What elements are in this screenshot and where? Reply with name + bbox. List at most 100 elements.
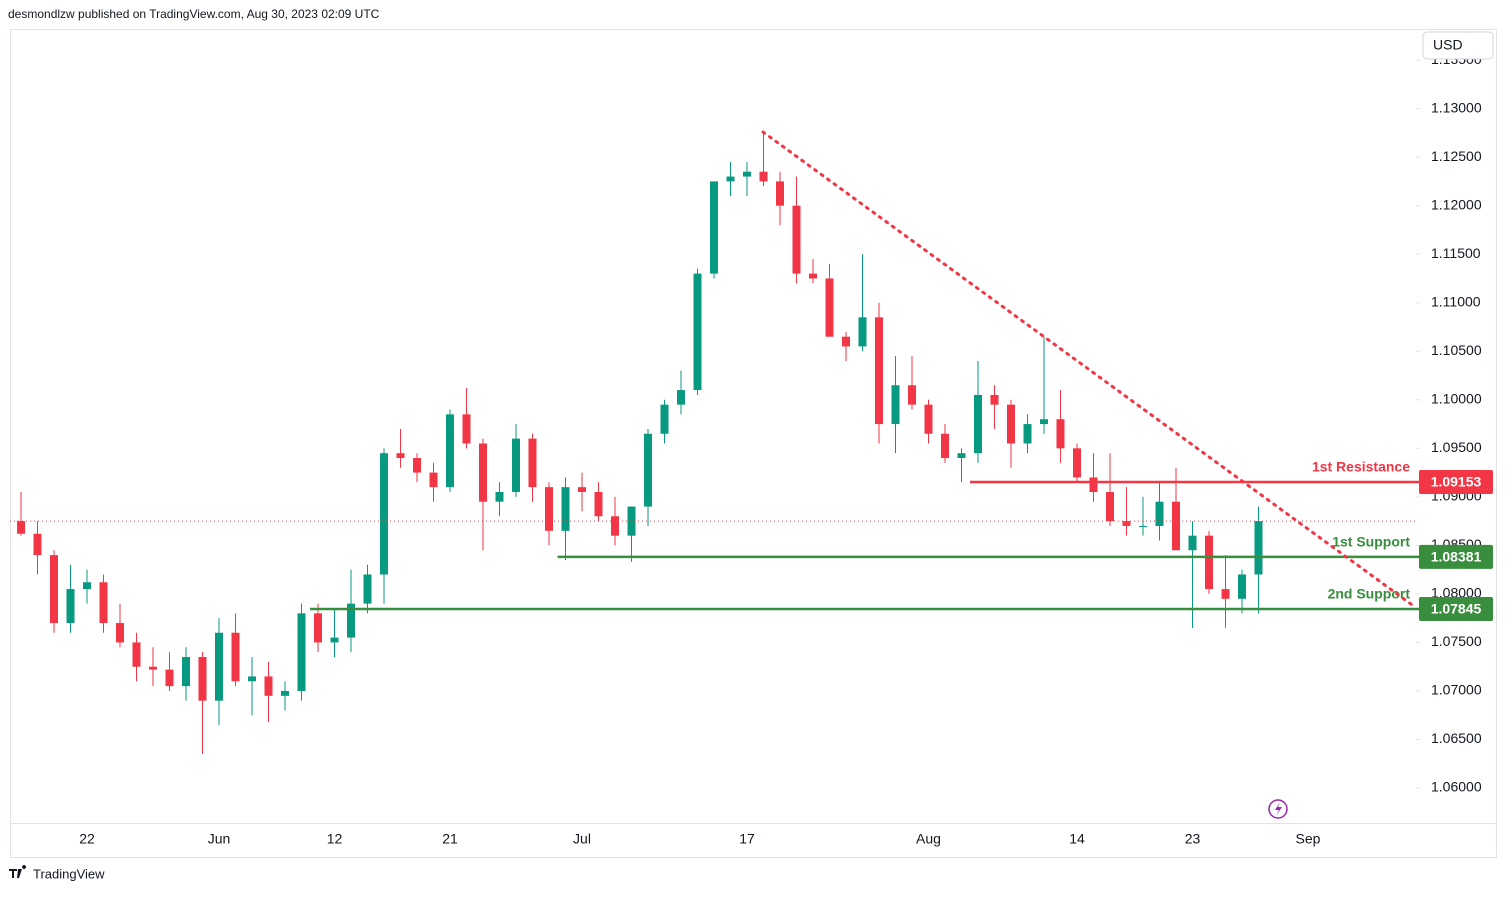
candle-body xyxy=(363,574,372,604)
candle-body xyxy=(908,385,916,405)
level-price-box xyxy=(1419,596,1493,621)
currency[interactable]: USD xyxy=(1433,37,1463,53)
candle-body xyxy=(446,414,454,488)
y-tick-label: 1.08000 xyxy=(1431,585,1482,601)
candle-body xyxy=(380,453,388,575)
x-tick-label: Aug xyxy=(916,831,941,847)
candle-body xyxy=(677,390,685,405)
brand: TradingView xyxy=(33,866,105,881)
candle-body xyxy=(1205,535,1213,590)
candle-body xyxy=(413,458,421,473)
candle-body xyxy=(297,613,306,691)
candle-body xyxy=(330,637,339,643)
trendline xyxy=(761,130,1417,609)
x-tick-label: 17 xyxy=(739,831,755,847)
candle-body xyxy=(726,176,735,182)
candle-body xyxy=(429,472,438,488)
y-tick-label: 1.06500 xyxy=(1431,730,1482,746)
candle-body xyxy=(66,589,75,624)
candle-body xyxy=(17,521,25,534)
y-tick-label: 1.10000 xyxy=(1431,390,1482,406)
candle-body xyxy=(891,385,900,425)
flash-icon[interactable] xyxy=(1268,799,1288,819)
candle-body xyxy=(743,171,751,177)
candle-body xyxy=(776,181,784,206)
candle-body xyxy=(396,453,405,459)
candle-body xyxy=(561,487,570,531)
candle-body xyxy=(1172,501,1180,551)
candle-body xyxy=(875,317,883,425)
candle-body xyxy=(858,317,867,347)
candle-body xyxy=(1056,419,1065,449)
candle-body xyxy=(710,181,718,274)
candle-body xyxy=(809,273,817,279)
candle-body xyxy=(842,336,850,347)
candle-body xyxy=(1122,521,1131,526)
candle-body xyxy=(347,603,355,638)
brand-logo xyxy=(9,865,27,878)
y-tick-label: 1.11500 xyxy=(1431,245,1481,261)
candle-body xyxy=(825,278,834,337)
x-tick-label: Sep xyxy=(1296,831,1321,847)
x-tick-label: 12 xyxy=(327,831,343,847)
y-tick-label: 1.06000 xyxy=(1431,779,1482,795)
level-name: 1st Support xyxy=(1332,534,1410,550)
candle-body xyxy=(165,669,174,687)
candle-body xyxy=(528,438,537,488)
candle-body xyxy=(182,657,190,687)
currency-box[interactable] xyxy=(1422,31,1494,60)
candle-body xyxy=(1139,525,1147,527)
candle-body xyxy=(462,414,471,444)
x-tick-label: 22 xyxy=(79,831,95,847)
candle-body xyxy=(116,623,124,643)
x-tick-label: 21 xyxy=(442,831,458,847)
candle-body xyxy=(1089,477,1098,492)
y-tick-label: 1.11000 xyxy=(1431,293,1481,309)
candle-body xyxy=(198,657,207,701)
candle-body xyxy=(1254,521,1263,575)
candle-body xyxy=(231,632,240,682)
candle-body xyxy=(578,487,586,492)
candle-body xyxy=(33,533,42,556)
candle-body xyxy=(512,438,520,492)
candle-body xyxy=(594,492,603,517)
candle-body xyxy=(990,394,999,405)
candle-body xyxy=(941,433,949,459)
candle-body xyxy=(1007,404,1015,444)
level-name: 1st Resistance xyxy=(1312,459,1410,475)
candle-body xyxy=(83,582,91,590)
level-price: 1.09153 xyxy=(1431,474,1482,490)
candle-body xyxy=(1188,535,1197,551)
candle-body xyxy=(215,632,223,701)
candle-body xyxy=(974,394,982,454)
y-tick-label: 1.10500 xyxy=(1431,342,1482,358)
level-price: 1.08381 xyxy=(1431,549,1482,565)
level-price: 1.07845 xyxy=(1431,601,1482,617)
x-tick-label: 14 xyxy=(1069,831,1085,847)
candle-body xyxy=(545,487,553,531)
candle-body xyxy=(693,273,702,391)
candle-body xyxy=(495,492,504,502)
x-tick-label: 23 xyxy=(1185,831,1201,847)
y-tick-label: 1.12500 xyxy=(1431,148,1482,164)
candle-body xyxy=(1073,448,1081,478)
candle-body xyxy=(50,555,58,624)
candle-body xyxy=(132,642,141,667)
candle-body xyxy=(1040,419,1048,425)
candle-body xyxy=(314,613,322,643)
candle-body xyxy=(759,171,768,182)
y-tick-label: 1.12000 xyxy=(1431,196,1482,212)
candle-body xyxy=(660,404,669,434)
y-tick-label: 1.07500 xyxy=(1431,633,1482,649)
candle-body xyxy=(149,666,157,670)
candle-body xyxy=(611,516,619,536)
frame xyxy=(10,29,1497,858)
candle-body xyxy=(1106,492,1114,522)
y-tick-label: 1.07000 xyxy=(1431,682,1482,698)
candle-body xyxy=(1221,589,1230,599)
candle-body xyxy=(627,506,636,536)
y-tick-label: 1.13000 xyxy=(1431,99,1482,115)
x-tick-label: Jun xyxy=(208,831,231,847)
